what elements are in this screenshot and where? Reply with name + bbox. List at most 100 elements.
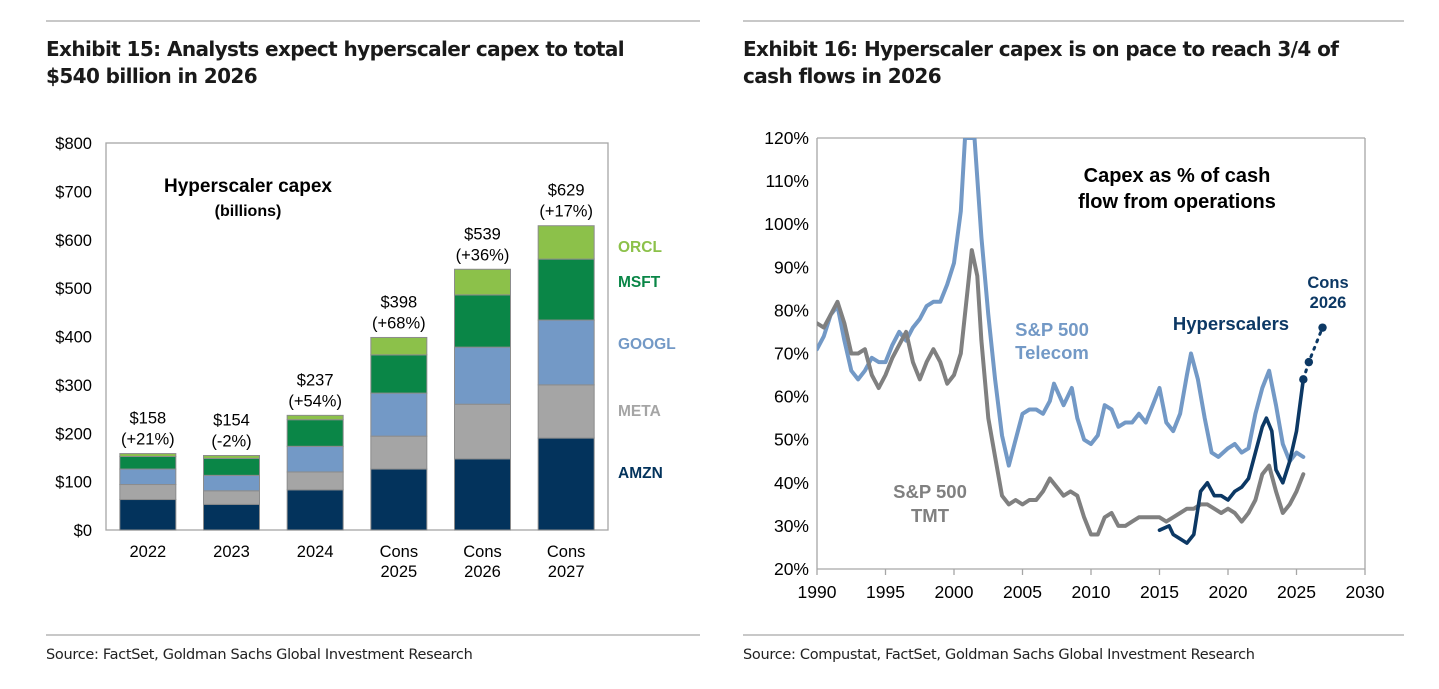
bar-total-label: $398	[380, 293, 417, 311]
y-tick-label: 110%	[766, 171, 809, 191]
bar-total-label: $539	[464, 225, 501, 243]
hyperscalers-forecast-line	[1301, 326, 1324, 381]
bar-chart-labels: $158 (+21%) 2022 $154 (-2%) 2023 $237 (+54%) 202…	[121, 182, 676, 581]
y-tick-label: $0	[74, 522, 92, 540]
bar-segment-orcl	[119, 453, 177, 457]
y-tick-label: $500	[55, 280, 92, 298]
bar-segment-amzn	[119, 499, 177, 531]
bar-segment-meta	[119, 484, 177, 501]
bar-segment-orcl	[286, 414, 344, 421]
exhibit-15-panel: Exhibit 15: Analysts expect hyperscaler …	[46, 20, 700, 663]
exhibit-16-source: Source: Compustat, FactSet, Goldman Sach…	[743, 647, 1255, 663]
bar-segment-googl	[454, 346, 511, 405]
tmt-series-label-line2: TMT	[911, 505, 950, 526]
bar-segment-orcl	[370, 336, 428, 356]
exhibit-15-source: Source: FactSet, Goldman Sachs Global In…	[46, 647, 473, 663]
x-tick-label: 2025	[1277, 582, 1316, 602]
bar-segment-msft	[537, 258, 595, 321]
exhibit-16-title-line2: cash flows in 2026	[743, 64, 942, 88]
exhibit-16-title-line1: Exhibit 16: Hyperscaler capex is on pace…	[743, 37, 1339, 61]
bar-segment-orcl	[537, 225, 595, 260]
bar-segment-msft	[203, 457, 260, 476]
x-tick-label: 2024	[297, 543, 334, 561]
bar-growth-label: (+54%)	[288, 392, 342, 410]
bar-segment-meta	[454, 403, 511, 460]
y-tick-label: 90%	[774, 257, 809, 277]
x-tick-label: 2010	[1072, 582, 1111, 602]
bar-growth-label: (-2%)	[211, 433, 251, 451]
bar-segment-orcl	[454, 268, 511, 296]
bar-segment-meta	[537, 384, 595, 439]
capex-stacked-bar-chart: $0 $100 $200 $300 $400 $500 $600 $700 $800 $158 (…	[55, 135, 676, 581]
bar-segment-googl	[370, 392, 428, 437]
x-tick-label: 2027	[548, 563, 585, 581]
x-tick-label: 2026	[464, 563, 501, 581]
tmt-series-label: S&P 500	[893, 481, 967, 502]
legend-label-msft: MSFT	[618, 274, 661, 291]
x-tick-label: Cons	[547, 543, 586, 561]
line-chart-series	[817, 138, 1327, 545]
telecom-series-label-line2: Telecom	[1015, 342, 1089, 363]
bar-segment-msft	[119, 455, 177, 470]
line-chart-title-line2: flow from operations	[1078, 191, 1276, 213]
series-line-s-p-500-tmt	[817, 248, 1306, 537]
bar-total-label: $629	[548, 182, 585, 200]
series-line-hyperscalers	[1157, 377, 1306, 545]
cons-2026-label-line2: 2026	[1310, 294, 1347, 312]
line-chart-axes: 20% 30% 40% 50% 60% 70% 80% 90% 100% 110% 120% 1990…	[764, 128, 1384, 602]
x-tick-label: 2005	[1003, 582, 1042, 602]
bar-chart-axes: $0 $100 $200 $300 $400 $500 $600 $700 $800	[55, 135, 609, 540]
legend-label-meta: META	[618, 403, 661, 420]
y-tick-label: 20%	[774, 559, 809, 579]
bar-chart-title: Hyperscaler capex	[164, 176, 332, 197]
bar-total-label: $237	[297, 371, 334, 389]
bar-total-label: $158	[129, 410, 166, 428]
bar-chart-subtitle: (billions)	[215, 203, 282, 220]
x-tick-label: 2030	[1346, 582, 1385, 602]
forecast-point	[1304, 357, 1314, 367]
bar-segment-amzn	[370, 468, 428, 531]
y-tick-label: $300	[55, 377, 92, 395]
bar-segment-googl	[286, 445, 344, 473]
x-tick-label: 1990	[798, 582, 837, 602]
y-tick-label: $400	[55, 329, 92, 347]
y-tick-label: $800	[55, 135, 92, 153]
bar-segment-msft	[286, 419, 344, 447]
exhibit-16-title: Exhibit 16: Hyperscaler capex is on pace…	[743, 36, 1339, 90]
y-tick-label: 40%	[774, 473, 809, 493]
x-tick-label: 2023	[213, 543, 250, 561]
x-tick-label: 1995	[866, 582, 905, 602]
bar-segment-googl	[203, 474, 260, 492]
bar-segment-amzn	[454, 458, 511, 531]
bar-total-label: $154	[213, 412, 250, 430]
bar-segment-amzn	[537, 437, 595, 531]
y-tick-label: $200	[55, 425, 92, 443]
capex-cashflow-line-chart: 20% 30% 40% 50% 60% 70% 80% 90% 100% 110% 120% 1990…	[764, 128, 1384, 602]
bottom-divider	[46, 634, 700, 636]
bar-growth-label: (+68%)	[372, 314, 426, 332]
line-chart-title: Capex as % of cash	[1084, 165, 1271, 187]
top-divider	[743, 20, 1404, 22]
y-tick-label: 100%	[764, 214, 809, 234]
x-tick-label: 2025	[380, 563, 417, 581]
y-tick-label: 70%	[774, 344, 809, 364]
legend-label-amzn: AMZN	[618, 465, 663, 482]
bar-segment-orcl	[203, 455, 260, 459]
cons-2026-label: Cons	[1307, 274, 1348, 292]
bar-growth-label: (+21%)	[121, 431, 175, 449]
x-tick-label: 2000	[935, 582, 974, 602]
series-line-s-p-500-telecom	[817, 138, 1306, 468]
x-tick-label: Cons	[463, 543, 502, 561]
forecast-point	[1299, 375, 1308, 384]
bar-segment-msft	[370, 354, 428, 394]
legend-label-orcl: ORCL	[618, 239, 662, 256]
y-tick-label: 80%	[774, 300, 809, 320]
bar-segment-amzn	[286, 489, 344, 531]
x-tick-label: 2015	[1140, 582, 1179, 602]
plot-frame	[105, 142, 609, 531]
exhibit-15-title: Exhibit 15: Analysts expect hyperscaler …	[46, 36, 625, 90]
bar-segment-meta	[203, 490, 260, 505]
y-tick-label: $600	[55, 232, 92, 250]
bottom-divider	[743, 634, 1404, 636]
